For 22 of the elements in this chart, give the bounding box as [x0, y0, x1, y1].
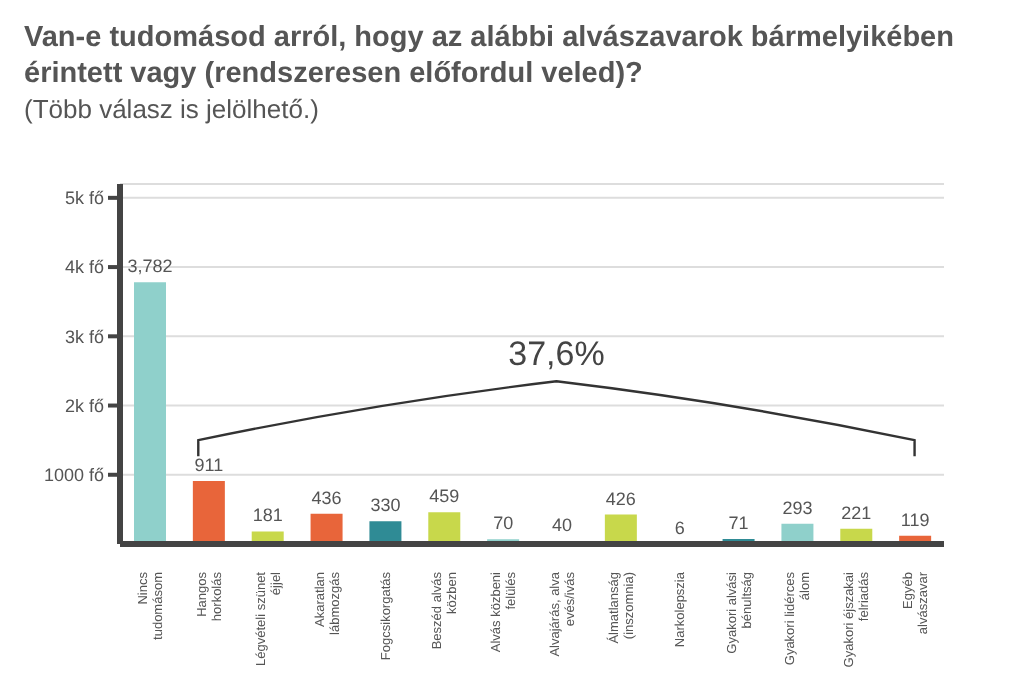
y-tick-label: 2k fő: [64, 395, 104, 416]
data-label: 71: [728, 513, 749, 534]
data-label: 221: [841, 502, 872, 523]
data-label: 3,782: [127, 256, 173, 277]
y-tick-label: 1000 fő: [43, 465, 104, 486]
data-label: 119: [900, 509, 930, 530]
y-tick-label: 3k fő: [64, 326, 104, 347]
data-label: 40: [551, 515, 573, 536]
data-label: 181: [252, 505, 283, 526]
data-label: 6: [674, 517, 685, 538]
data-label: 436: [311, 487, 342, 508]
y-tick-label: 4k fő: [64, 257, 104, 278]
annotation: 37,6%: [508, 335, 605, 374]
data-label: 70: [493, 513, 514, 534]
data-label: 330: [370, 495, 401, 516]
data-label: 911: [194, 454, 224, 475]
data-label: 293: [782, 497, 813, 518]
chart-subtitle: (Több válasz is jelölhető.): [24, 92, 321, 128]
y-tick-label: 5k fő: [64, 188, 104, 209]
chart-title: Van-e tudomásod arról, hogy az alábbi alvászavarok bármelyikében érintett vagy (rendszeresen előfordul veled)?: [24, 20, 956, 92]
data-label: 459: [429, 486, 460, 507]
data-label: 426: [605, 488, 636, 509]
